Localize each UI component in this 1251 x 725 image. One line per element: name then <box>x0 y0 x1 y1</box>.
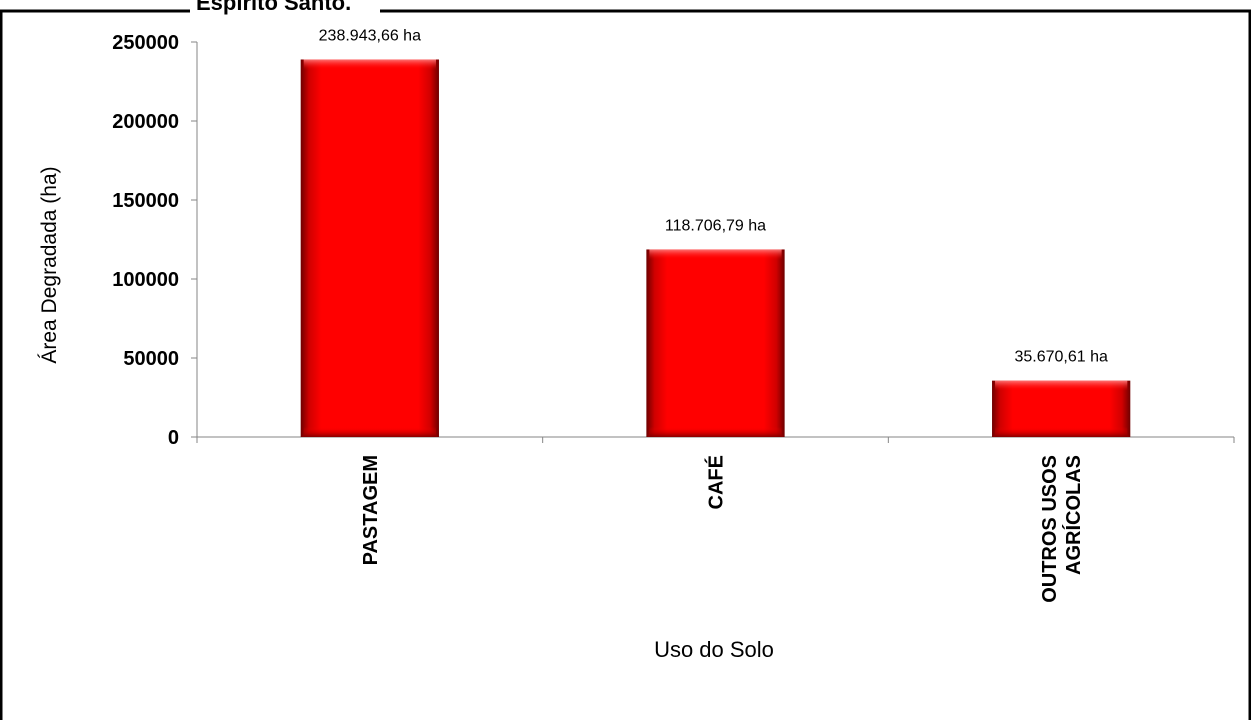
x-tick-label: PASTAGEM <box>360 455 382 565</box>
x-tick-label-line: PASTAGEM <box>360 455 382 565</box>
chart-title-fragment: Espírito Santo. <box>196 0 351 15</box>
bar <box>300 59 439 437</box>
bar-bottom-bevel <box>303 427 436 437</box>
x-tick-label: CAFÉ <box>705 455 728 509</box>
data-label: 238.943,66 ha <box>319 27 421 44</box>
data-label: 118.706,79 ha <box>665 217 766 234</box>
y-axis-title: Área Degradada (ha) <box>38 166 61 363</box>
bar <box>646 249 785 437</box>
bar-top-bevel <box>303 59 436 70</box>
title-backdrop <box>190 0 380 13</box>
y-tick-label: 100000 <box>112 269 179 291</box>
x-tick-label: OUTROS USOS AGRÍCOLAS <box>1039 455 1085 603</box>
data-label: 35.670,61 ha <box>1014 349 1108 366</box>
x-tick-label-line: CAFÉ <box>705 455 728 509</box>
x-axis-title: Uso do Solo <box>654 637 774 662</box>
y-tick-label: 50000 <box>123 348 179 370</box>
bar-bottom-bevel <box>649 427 782 437</box>
y-tick-label: 0 <box>168 427 179 449</box>
bar-top-bevel <box>995 380 1128 391</box>
y-tick-label: 200000 <box>112 111 179 133</box>
x-tick-label-line: AGRÍCOLAS <box>1062 455 1085 575</box>
x-tick-label-line: OUTROS USOS <box>1039 455 1061 603</box>
bar-bottom-bevel <box>995 427 1128 437</box>
bar-top-bevel <box>649 249 782 260</box>
y-tick-label: 250000 <box>112 32 179 54</box>
chart-border <box>0 9 1251 720</box>
y-tick-label: 150000 <box>112 190 179 212</box>
